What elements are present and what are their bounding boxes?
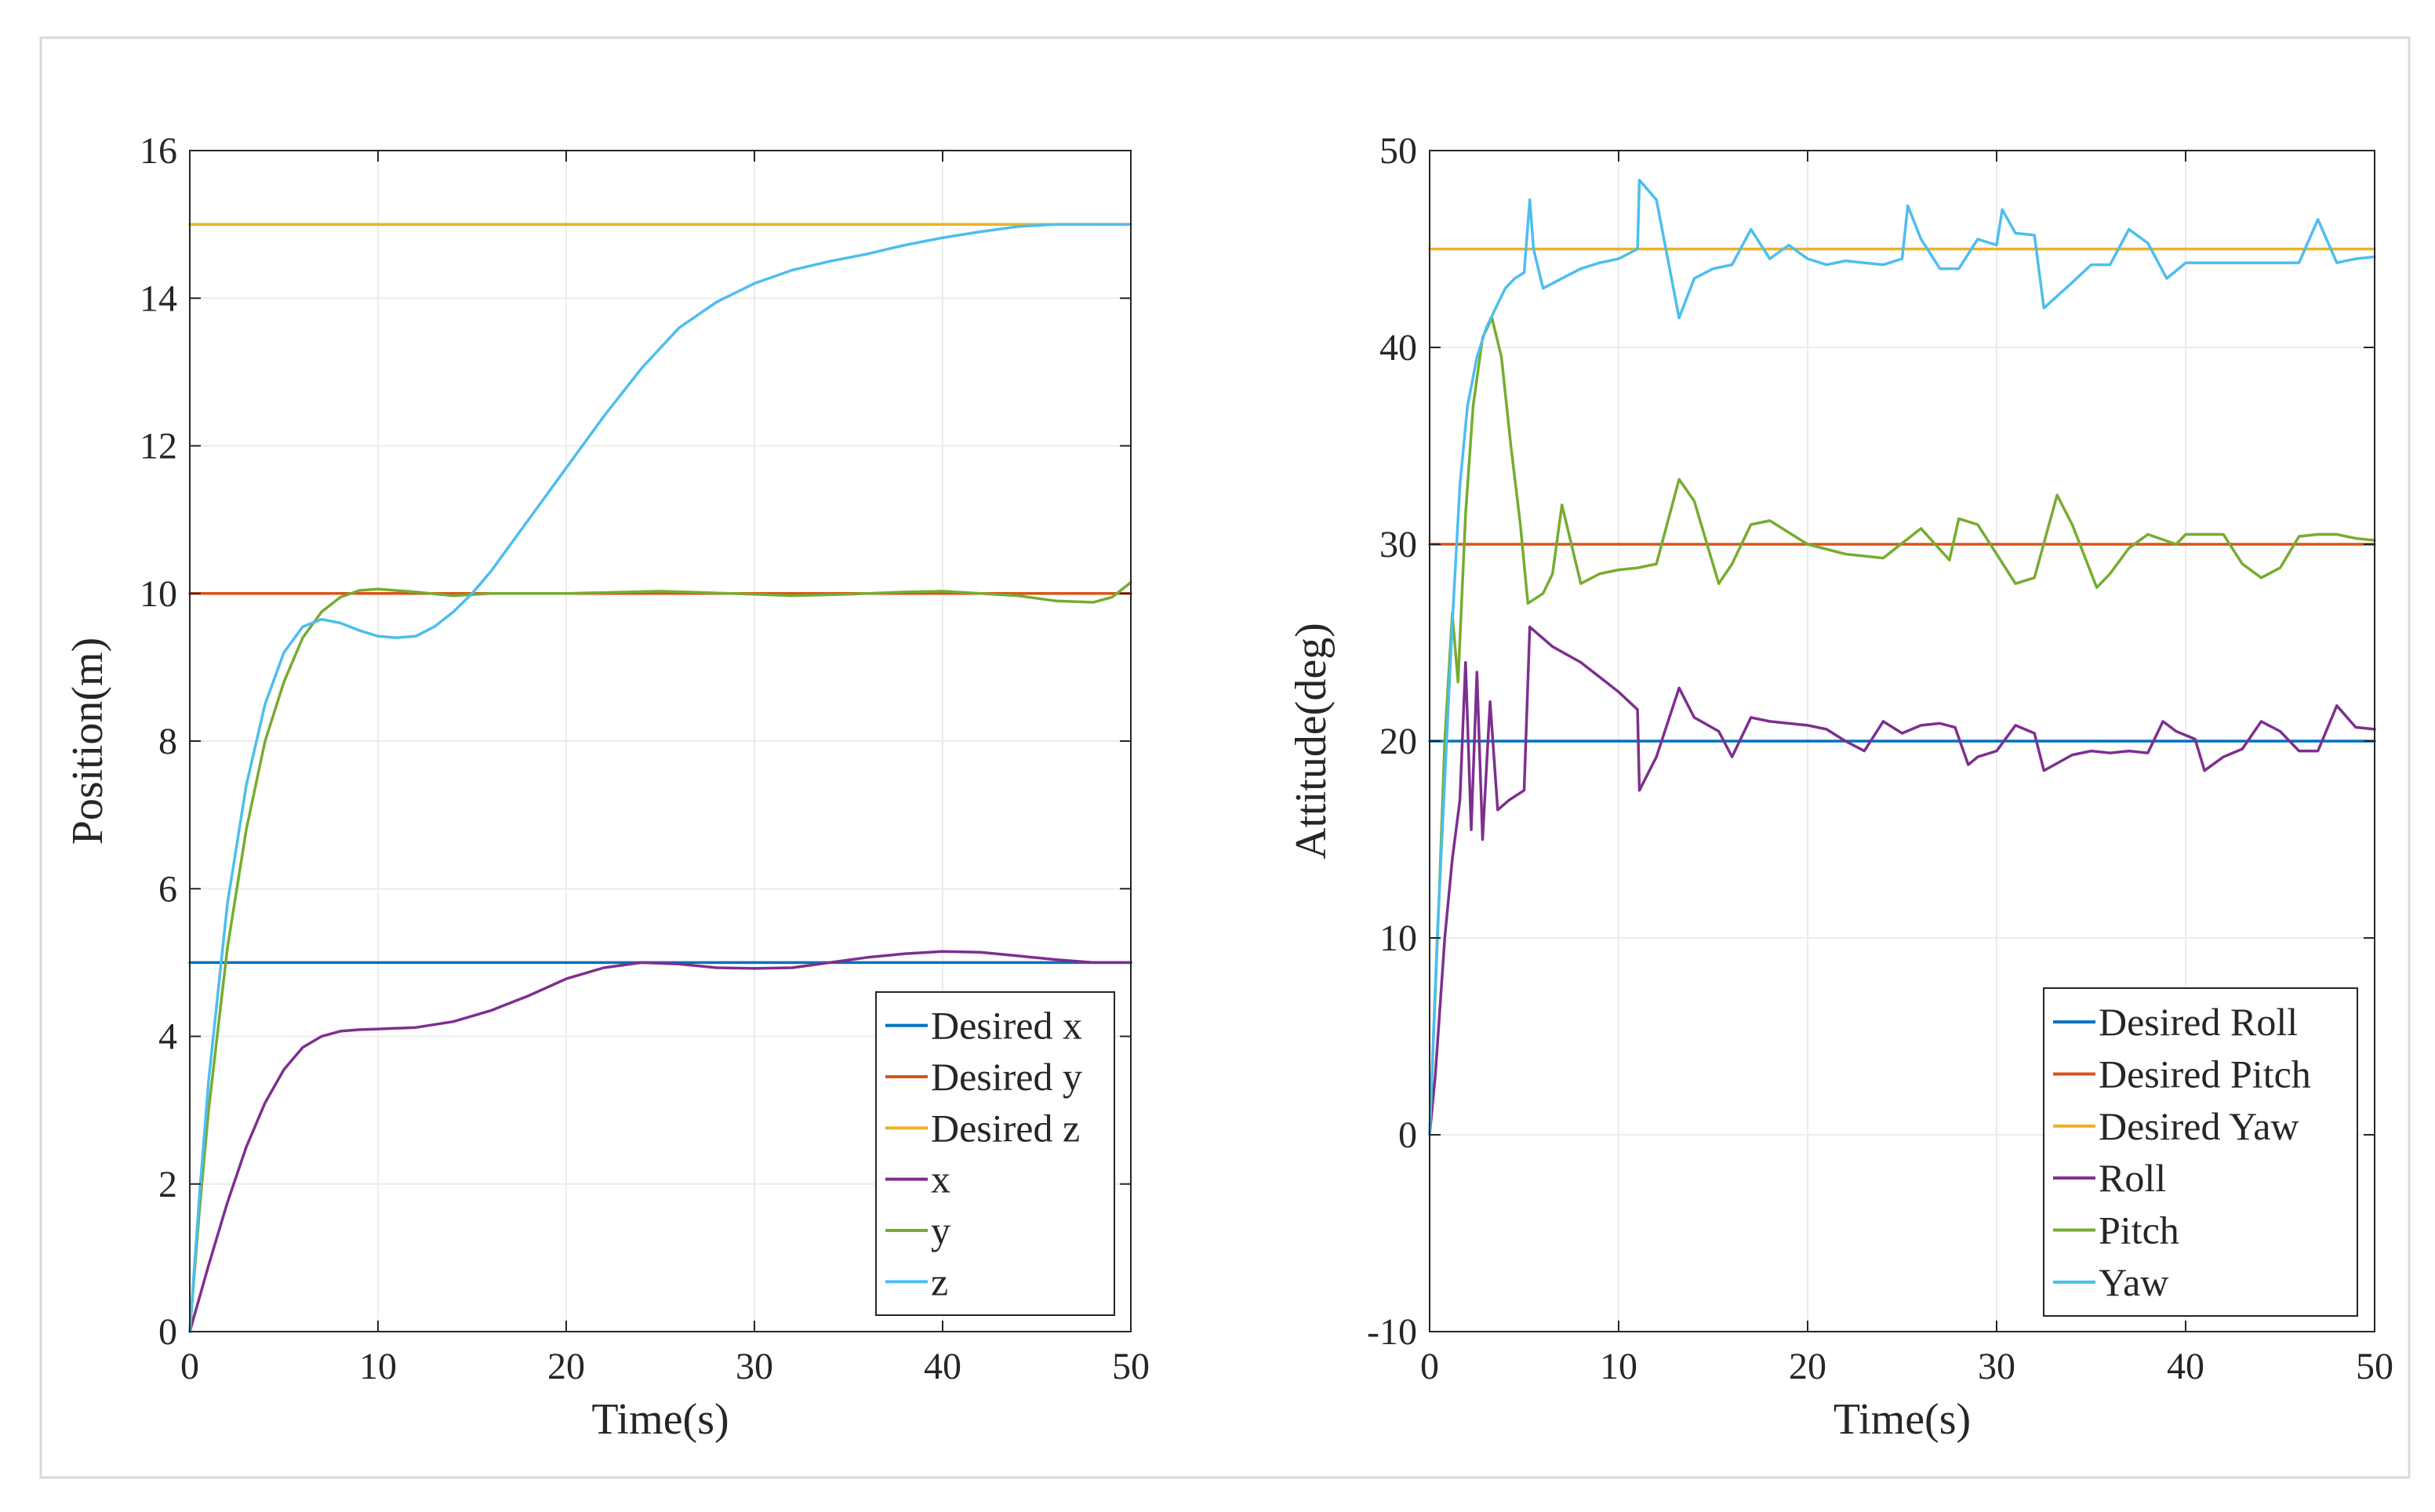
y-tick-label: 40: [1379, 327, 1417, 369]
legend-label: Desired Pitch: [2099, 1052, 2311, 1096]
legend-label: y: [931, 1209, 950, 1252]
y-tick-label: 8: [158, 721, 177, 762]
x-tick-label: 50: [1112, 1346, 1150, 1387]
y-tick-label: -10: [1367, 1311, 1417, 1353]
x-tick-label: 0: [1420, 1346, 1439, 1387]
y-tick-label: 0: [158, 1311, 177, 1353]
legend: Desired x Desired y Desired z xyz: [875, 991, 1115, 1316]
x-tick-label: 30: [736, 1346, 773, 1387]
x-axis-label: Time(s): [591, 1395, 729, 1444]
legend-label: Roll: [2099, 1156, 2166, 1200]
x-tick-label: 40: [924, 1346, 961, 1387]
y-tick-label: 10: [140, 573, 177, 615]
x-tick-label: 40: [2167, 1346, 2204, 1387]
legend-label: Desired y: [931, 1055, 1082, 1099]
x-tick-label: 10: [359, 1346, 397, 1387]
x-tick-label: 20: [547, 1346, 585, 1387]
legend-label: x: [931, 1158, 950, 1201]
x-tick-label: 0: [180, 1346, 199, 1387]
y-tick-label: 14: [140, 278, 177, 319]
y-axis-label: Attitude(deg): [1287, 623, 1336, 860]
series-line-yaw: [1428, 178, 2376, 1136]
y-tick-label: 2: [158, 1164, 177, 1205]
legend-label: Desired z: [931, 1106, 1080, 1150]
legend-label: Pitch: [2099, 1209, 2179, 1252]
attitude-chart: 0 10 20 30 40 50-1001020304050Time(s)Attitude…: [1287, 130, 2393, 1444]
legend-box: [2043, 987, 2358, 1317]
y-tick-label: 30: [1379, 524, 1417, 565]
y-tick-label: 10: [1379, 918, 1417, 959]
figure-border: [39, 36, 2411, 1479]
series-line-roll: [1428, 625, 2376, 1136]
legend-box: [875, 991, 1115, 1316]
y-tick-label: 6: [158, 868, 177, 910]
legend-label: z: [931, 1259, 948, 1303]
legend-label: Desired x: [931, 1004, 1082, 1048]
legend-label: Yaw: [2099, 1260, 2168, 1304]
y-tick-label: 12: [140, 426, 177, 467]
series-line-pitch: [1428, 316, 2376, 1136]
legend-label: Desired Yaw: [2099, 1104, 2299, 1148]
y-tick-label: 4: [158, 1016, 177, 1058]
y-tick-label: 20: [1379, 721, 1417, 762]
legend: Desired Roll Desired Pitch Desired Yaw Roll…: [2043, 987, 2358, 1317]
legend-label: Desired Roll: [2099, 1000, 2298, 1044]
x-tick-label: 10: [1600, 1346, 1637, 1387]
y-tick-label: 0: [1398, 1114, 1417, 1156]
x-tick-label: 20: [1789, 1346, 1826, 1387]
series-line-x: [188, 950, 1132, 1333]
y-axis-label: Position(m): [64, 638, 112, 845]
y-tick-label: 50: [1379, 130, 1417, 172]
x-axis-label: Time(s): [1834, 1395, 1971, 1444]
y-tick-label: 16: [140, 130, 177, 172]
x-tick-label: 30: [1978, 1346, 2015, 1387]
series-line-z: [188, 223, 1132, 1333]
x-tick-label: 50: [2356, 1346, 2393, 1387]
position-chart: 0 10 20 30 40 50 0 2 4 6 8 10 12 14 16 Time(s) Position(…: [64, 130, 1150, 1444]
